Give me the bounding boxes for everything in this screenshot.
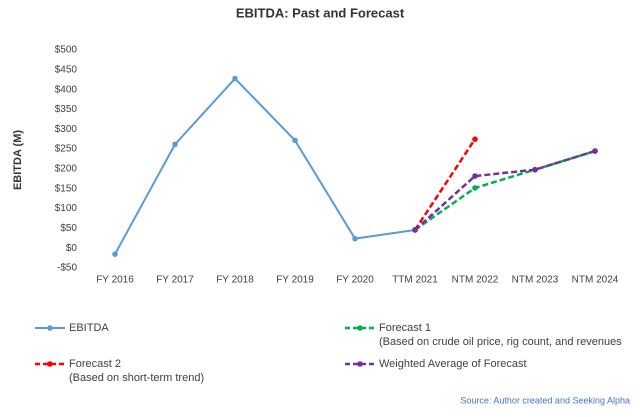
data-point <box>472 136 478 142</box>
data-point <box>472 185 478 191</box>
legend-label: Forecast 2 <box>69 358 121 370</box>
y-tick-label: $450 <box>55 64 78 75</box>
x-tick-label: NTM 2022 <box>452 275 499 286</box>
x-tick-label: FY 2016 <box>96 275 134 286</box>
legend-marker <box>47 325 53 331</box>
data-point <box>112 251 118 257</box>
legend-detail: (Based on crude oil price, rig count, an… <box>379 336 622 348</box>
y-axis-label: EBITDA (M) <box>12 130 24 190</box>
data-point <box>172 141 178 148</box>
data-point <box>232 75 238 82</box>
chart-title: EBITDA: Past and Forecast <box>236 5 405 20</box>
x-tick-label: FY 2020 <box>336 275 374 286</box>
y-tick-label: $300 <box>55 124 78 135</box>
x-tick-label: TTM 2021 <box>392 275 438 286</box>
y-tick-label: $100 <box>55 203 78 214</box>
legend-marker <box>357 325 363 331</box>
data-point <box>592 148 598 154</box>
x-tick-label: NTM 2023 <box>512 275 559 286</box>
y-tick-label: $500 <box>55 45 78 56</box>
data-point <box>412 227 418 233</box>
legend-label: EBITDA <box>69 322 109 334</box>
x-tick-label: FY 2019 <box>276 275 314 286</box>
y-tick-label: $200 <box>55 164 78 175</box>
legend-marker <box>47 361 53 367</box>
legend-marker <box>357 361 363 367</box>
legend-label: Forecast 1 <box>379 322 431 334</box>
x-tick-label: FY 2017 <box>156 275 194 286</box>
y-tick-label: $0 <box>66 243 78 254</box>
x-tick-label: NTM 2024 <box>572 275 619 286</box>
series-line <box>414 149 596 231</box>
series-line <box>114 77 416 255</box>
data-point <box>532 166 538 173</box>
legend-detail: (Based on short-term trend) <box>69 372 204 384</box>
legend-label: Weighted Average of Forecast <box>379 358 527 370</box>
y-tick-label: $150 <box>55 183 78 194</box>
data-point <box>352 235 358 242</box>
y-tick-label: -$50 <box>57 263 77 274</box>
x-tick-label: FY 2018 <box>216 275 254 286</box>
y-tick-label: $250 <box>55 144 78 155</box>
y-tick-label: $350 <box>55 104 78 115</box>
data-point <box>292 137 298 144</box>
data-point <box>472 173 478 179</box>
source: Source: Author created and Seeking Alpha <box>460 395 630 405</box>
y-tick-label: $400 <box>55 84 78 95</box>
y-tick-label: $50 <box>60 223 77 234</box>
series-line <box>413 138 477 231</box>
